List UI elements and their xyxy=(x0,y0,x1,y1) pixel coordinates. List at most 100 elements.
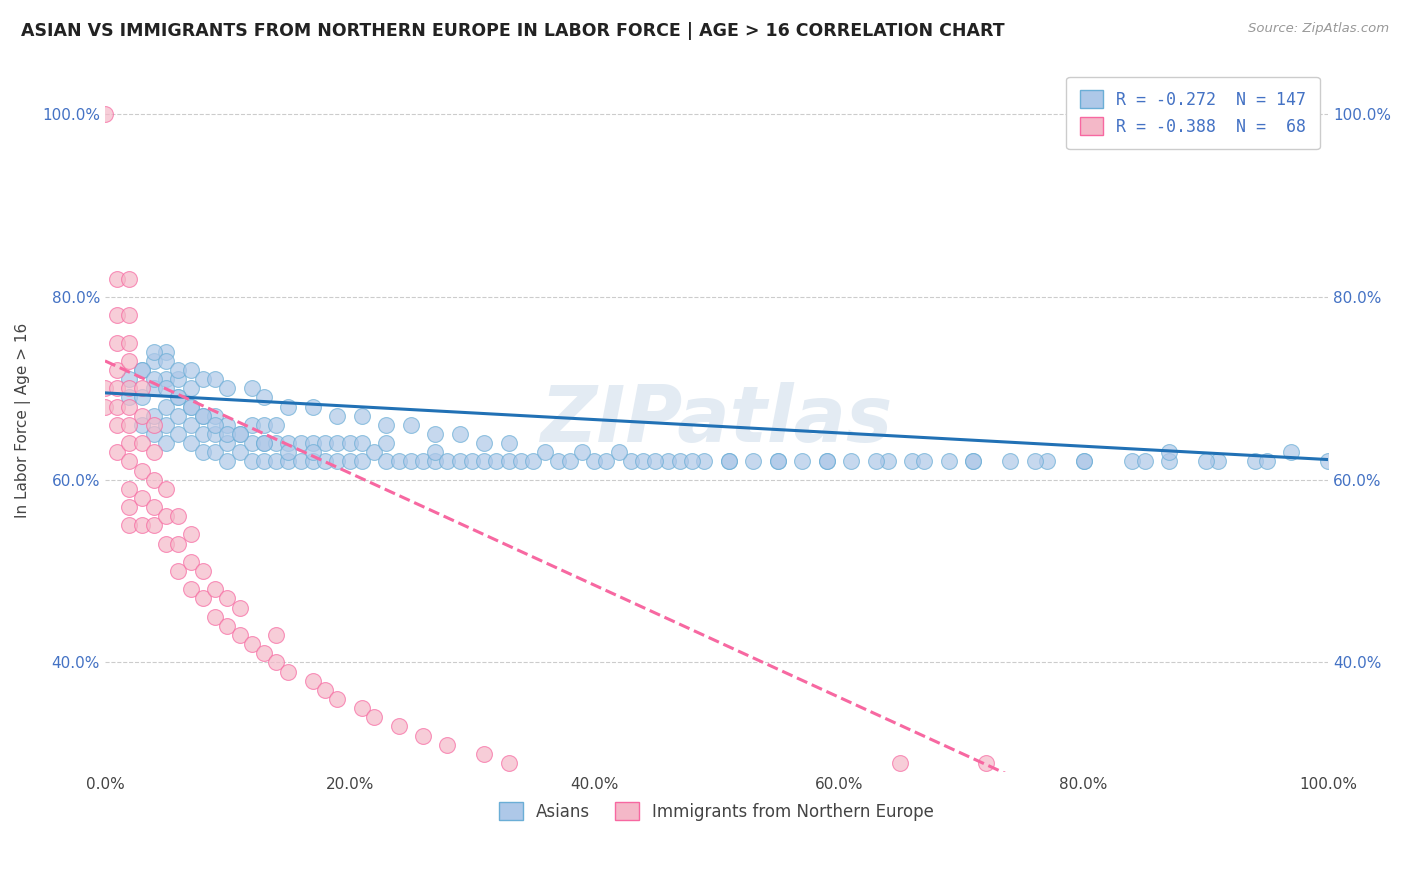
Point xyxy=(742,454,765,468)
Point xyxy=(350,409,373,423)
Point xyxy=(155,536,177,550)
Point xyxy=(472,454,495,468)
Text: ZIPatlas: ZIPatlas xyxy=(540,383,893,458)
Point xyxy=(350,454,373,468)
Point xyxy=(253,417,276,432)
Point xyxy=(142,518,165,533)
Point xyxy=(766,454,789,468)
Point xyxy=(131,417,153,432)
Point xyxy=(155,436,177,450)
Point xyxy=(436,738,458,752)
Point xyxy=(644,454,666,468)
Point xyxy=(1256,454,1278,468)
Point xyxy=(326,454,349,468)
Point xyxy=(94,400,117,414)
Point xyxy=(167,509,190,524)
Point xyxy=(1243,454,1265,468)
Point xyxy=(792,454,814,468)
Point xyxy=(155,354,177,368)
Point xyxy=(118,500,141,514)
Point xyxy=(865,454,887,468)
Point xyxy=(118,372,141,386)
Point xyxy=(131,363,153,377)
Point xyxy=(339,454,361,468)
Point xyxy=(375,436,398,450)
Point xyxy=(766,454,789,468)
Point xyxy=(180,582,202,597)
Point xyxy=(217,454,239,468)
Point xyxy=(180,400,202,414)
Point xyxy=(302,445,325,459)
Point xyxy=(264,436,287,450)
Point xyxy=(167,372,190,386)
Point xyxy=(375,417,398,432)
Point xyxy=(253,436,276,450)
Point xyxy=(363,710,385,724)
Point xyxy=(228,628,250,642)
Point xyxy=(1159,454,1181,468)
Point xyxy=(155,509,177,524)
Point xyxy=(387,719,409,733)
Point xyxy=(302,400,325,414)
Point xyxy=(1281,445,1303,459)
Point xyxy=(339,436,361,450)
Point xyxy=(142,344,165,359)
Point xyxy=(105,271,128,285)
Point xyxy=(240,436,263,450)
Point xyxy=(204,409,226,423)
Point xyxy=(167,391,190,405)
Point xyxy=(595,454,617,468)
Point xyxy=(217,417,239,432)
Point xyxy=(180,555,202,569)
Point xyxy=(253,391,276,405)
Point xyxy=(204,427,226,442)
Point xyxy=(228,427,250,442)
Point xyxy=(191,591,214,606)
Point xyxy=(217,436,239,450)
Point xyxy=(436,454,458,468)
Point xyxy=(240,454,263,468)
Point xyxy=(1317,454,1340,468)
Point xyxy=(277,400,299,414)
Point xyxy=(571,445,593,459)
Point xyxy=(717,454,740,468)
Point xyxy=(962,454,984,468)
Point xyxy=(142,354,165,368)
Point xyxy=(180,363,202,377)
Point xyxy=(974,756,997,770)
Point xyxy=(314,682,336,697)
Point xyxy=(264,417,287,432)
Point xyxy=(264,454,287,468)
Point xyxy=(583,454,606,468)
Point xyxy=(412,454,434,468)
Point xyxy=(938,454,960,468)
Point xyxy=(681,454,703,468)
Point xyxy=(387,454,409,468)
Point xyxy=(449,427,471,442)
Point xyxy=(326,436,349,450)
Point xyxy=(191,564,214,578)
Point xyxy=(901,454,924,468)
Point xyxy=(118,518,141,533)
Point xyxy=(326,409,349,423)
Point xyxy=(350,701,373,715)
Point xyxy=(204,582,226,597)
Point xyxy=(155,381,177,395)
Point xyxy=(425,454,447,468)
Point xyxy=(191,372,214,386)
Point xyxy=(815,454,838,468)
Point xyxy=(118,436,141,450)
Point xyxy=(620,454,643,468)
Point xyxy=(155,400,177,414)
Point xyxy=(118,308,141,322)
Point xyxy=(534,445,557,459)
Point xyxy=(277,665,299,679)
Point xyxy=(302,673,325,688)
Y-axis label: In Labor Force | Age > 16: In Labor Force | Age > 16 xyxy=(15,323,31,518)
Point xyxy=(155,344,177,359)
Point xyxy=(962,454,984,468)
Point xyxy=(461,454,484,468)
Point xyxy=(350,436,373,450)
Point xyxy=(217,591,239,606)
Point xyxy=(1073,454,1095,468)
